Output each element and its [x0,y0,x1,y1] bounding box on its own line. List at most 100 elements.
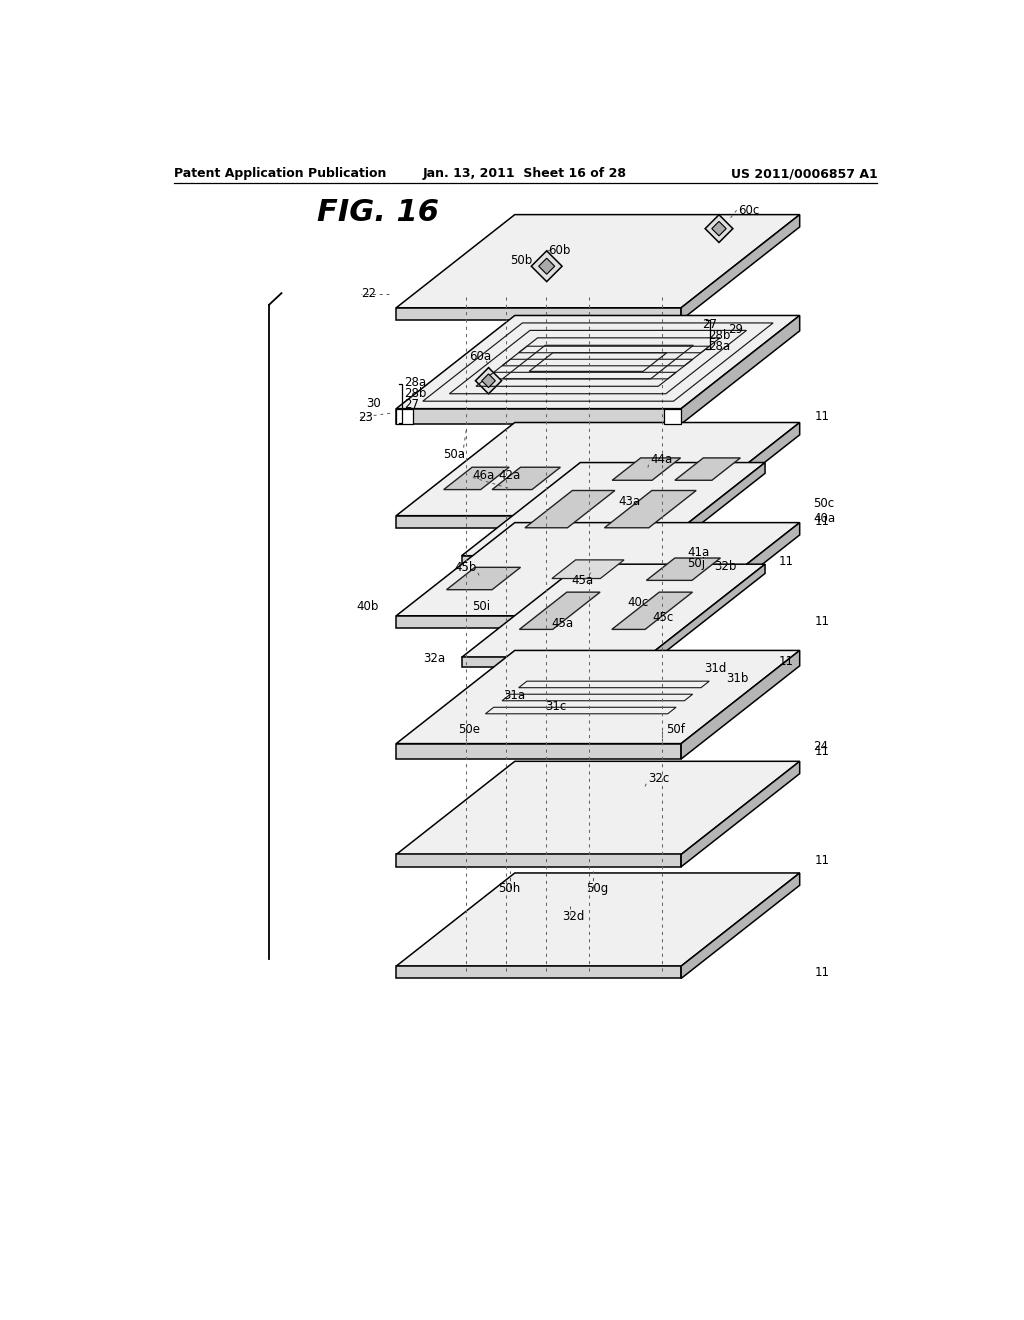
Text: 32d: 32d [562,909,585,923]
Text: 11: 11 [779,656,794,668]
Text: 50h: 50h [499,882,521,895]
Text: 60b: 60b [549,244,570,257]
Text: 40c: 40c [628,597,649,610]
Text: 50c: 50c [813,496,835,510]
Polygon shape [612,458,681,480]
Text: 11: 11 [815,615,830,628]
Text: 11: 11 [815,966,830,979]
Polygon shape [396,409,413,424]
Polygon shape [665,409,681,424]
Polygon shape [396,308,681,321]
Polygon shape [681,523,800,628]
Polygon shape [396,409,681,424]
Text: 28a: 28a [708,339,730,352]
Text: 60a: 60a [469,350,492,363]
Text: 50g: 50g [586,882,608,895]
Text: 27: 27 [702,318,718,331]
Polygon shape [611,593,692,630]
Text: 50i: 50i [472,601,490,612]
Text: 31c: 31c [545,700,566,713]
Polygon shape [462,657,646,667]
Text: 50e: 50e [459,723,480,737]
Text: 40a: 40a [813,512,836,525]
Text: 32c: 32c [648,772,670,785]
Polygon shape [396,762,800,854]
Polygon shape [580,799,633,816]
Polygon shape [462,462,765,556]
Text: US 2011/0006857 A1: US 2011/0006857 A1 [731,168,878,181]
Text: 24: 24 [813,741,828,754]
Polygon shape [681,422,800,528]
Polygon shape [396,854,681,867]
Polygon shape [462,556,646,566]
Text: 32b: 32b [714,560,736,573]
Text: 28a: 28a [403,376,426,389]
Text: 11: 11 [815,409,830,422]
Polygon shape [646,462,765,566]
Text: 46a: 46a [472,469,495,482]
Text: 60c: 60c [738,203,760,216]
Polygon shape [493,467,560,490]
Polygon shape [675,458,740,480]
Polygon shape [539,259,555,275]
Text: 11: 11 [815,854,830,867]
Text: 42a: 42a [498,469,520,482]
Polygon shape [396,516,681,528]
Text: 11: 11 [815,515,830,528]
Polygon shape [396,523,800,615]
Text: 11: 11 [779,554,794,568]
Polygon shape [396,743,681,759]
Text: 23: 23 [357,412,373,425]
Polygon shape [462,564,765,657]
Polygon shape [396,651,800,743]
Text: Patent Application Publication: Patent Application Publication [174,168,387,181]
Text: 31b: 31b [726,672,749,685]
Text: 31a: 31a [503,689,525,702]
Polygon shape [443,467,509,490]
Text: FIG. 16: FIG. 16 [316,198,439,227]
Polygon shape [681,762,800,867]
Polygon shape [681,651,800,759]
Text: 45a: 45a [551,616,573,630]
Text: 41a: 41a [687,545,710,558]
Polygon shape [681,215,800,321]
Polygon shape [706,215,733,243]
Text: 28b: 28b [708,329,730,342]
Polygon shape [446,568,520,590]
Polygon shape [481,374,496,388]
Polygon shape [396,215,800,308]
Polygon shape [525,491,614,528]
Text: 44a: 44a [650,453,673,466]
Polygon shape [681,315,800,424]
Text: 30: 30 [366,397,381,409]
Polygon shape [396,315,800,409]
Text: 31d: 31d [705,663,726,676]
Text: 45a: 45a [571,574,594,587]
Text: 40b: 40b [356,601,379,612]
Text: 32a: 32a [423,652,445,665]
Polygon shape [646,564,765,667]
Polygon shape [604,491,696,528]
Polygon shape [552,560,624,578]
Text: 50b: 50b [510,255,532,268]
Text: 29: 29 [728,322,742,335]
Polygon shape [712,222,726,236]
Text: 28b: 28b [403,387,426,400]
Polygon shape [646,558,721,581]
Text: 43a: 43a [618,495,641,508]
Text: 50a: 50a [443,449,465,462]
Text: 50f: 50f [666,723,685,737]
Text: 45c: 45c [653,611,674,624]
Polygon shape [681,873,800,978]
Polygon shape [396,422,800,516]
Text: 11: 11 [815,744,830,758]
Polygon shape [396,873,800,966]
Text: 22: 22 [361,288,377,301]
Polygon shape [531,251,562,281]
Polygon shape [396,966,681,978]
Text: 50j: 50j [687,557,706,569]
Text: 27: 27 [403,397,419,411]
Polygon shape [475,368,502,393]
Polygon shape [396,615,681,628]
Text: Jan. 13, 2011  Sheet 16 of 28: Jan. 13, 2011 Sheet 16 of 28 [423,168,627,181]
